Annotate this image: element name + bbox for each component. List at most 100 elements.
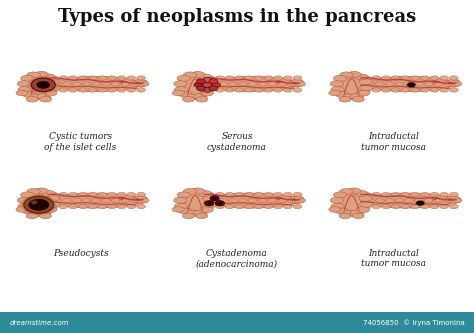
Ellipse shape — [430, 76, 439, 80]
Circle shape — [218, 202, 222, 204]
Circle shape — [203, 82, 211, 87]
Ellipse shape — [283, 76, 292, 80]
Ellipse shape — [193, 210, 207, 216]
Ellipse shape — [183, 72, 197, 78]
Ellipse shape — [108, 192, 116, 197]
Ellipse shape — [446, 79, 461, 87]
Ellipse shape — [202, 195, 216, 201]
Circle shape — [210, 196, 219, 201]
Ellipse shape — [117, 76, 126, 80]
Ellipse shape — [401, 204, 410, 209]
Circle shape — [207, 202, 211, 204]
Ellipse shape — [127, 204, 136, 209]
Ellipse shape — [339, 97, 351, 102]
Ellipse shape — [26, 97, 38, 102]
Ellipse shape — [111, 198, 120, 203]
Ellipse shape — [352, 97, 364, 102]
Ellipse shape — [196, 213, 208, 218]
Ellipse shape — [206, 204, 214, 209]
Ellipse shape — [277, 82, 286, 86]
Ellipse shape — [350, 94, 364, 100]
Circle shape — [211, 82, 220, 87]
Circle shape — [21, 194, 57, 215]
Ellipse shape — [255, 204, 263, 209]
Ellipse shape — [216, 76, 224, 80]
Ellipse shape — [88, 88, 97, 92]
Ellipse shape — [29, 94, 43, 100]
Ellipse shape — [248, 82, 257, 86]
Ellipse shape — [372, 192, 381, 197]
Ellipse shape — [18, 87, 31, 93]
Ellipse shape — [453, 198, 462, 203]
Ellipse shape — [108, 88, 116, 92]
Ellipse shape — [22, 208, 36, 214]
Ellipse shape — [255, 88, 263, 92]
Ellipse shape — [26, 213, 38, 218]
Ellipse shape — [22, 73, 55, 99]
Ellipse shape — [446, 196, 461, 203]
Ellipse shape — [59, 88, 68, 92]
Circle shape — [407, 82, 416, 88]
Ellipse shape — [356, 90, 370, 96]
Ellipse shape — [98, 88, 107, 92]
Ellipse shape — [444, 82, 452, 86]
Ellipse shape — [331, 203, 344, 209]
Ellipse shape — [183, 188, 197, 194]
Circle shape — [40, 83, 46, 87]
Ellipse shape — [385, 198, 394, 203]
Ellipse shape — [293, 76, 302, 80]
Ellipse shape — [366, 82, 374, 86]
Ellipse shape — [362, 77, 455, 92]
Ellipse shape — [235, 88, 244, 92]
Ellipse shape — [297, 82, 306, 86]
Ellipse shape — [264, 76, 273, 80]
Ellipse shape — [248, 198, 257, 203]
Ellipse shape — [179, 208, 192, 214]
Ellipse shape — [174, 197, 187, 203]
Ellipse shape — [366, 198, 374, 203]
Ellipse shape — [63, 82, 72, 86]
Ellipse shape — [411, 204, 419, 209]
Ellipse shape — [47, 201, 60, 207]
Ellipse shape — [47, 85, 60, 91]
Ellipse shape — [42, 74, 55, 80]
Ellipse shape — [73, 82, 81, 86]
Ellipse shape — [121, 198, 130, 203]
Ellipse shape — [350, 210, 364, 216]
Ellipse shape — [69, 88, 77, 92]
Ellipse shape — [39, 213, 51, 218]
Ellipse shape — [225, 192, 234, 197]
Ellipse shape — [173, 207, 184, 212]
Ellipse shape — [191, 72, 204, 77]
Ellipse shape — [333, 75, 347, 81]
Ellipse shape — [329, 90, 341, 96]
Ellipse shape — [22, 189, 55, 215]
Ellipse shape — [420, 88, 429, 92]
Ellipse shape — [179, 92, 192, 98]
Ellipse shape — [229, 198, 237, 203]
Ellipse shape — [229, 82, 237, 86]
Ellipse shape — [277, 198, 286, 203]
Text: Cystic tumors
of the islet cells: Cystic tumors of the islet cells — [45, 133, 117, 152]
Ellipse shape — [196, 97, 208, 102]
Ellipse shape — [27, 188, 40, 194]
Ellipse shape — [203, 85, 217, 91]
Circle shape — [209, 79, 218, 84]
Ellipse shape — [268, 82, 276, 86]
Ellipse shape — [297, 198, 306, 203]
Ellipse shape — [216, 192, 224, 197]
Ellipse shape — [22, 92, 36, 98]
Ellipse shape — [453, 82, 462, 86]
Ellipse shape — [49, 204, 58, 209]
Ellipse shape — [411, 192, 419, 197]
Ellipse shape — [16, 207, 28, 212]
Ellipse shape — [53, 82, 62, 86]
Ellipse shape — [255, 192, 263, 197]
Circle shape — [212, 197, 217, 199]
Ellipse shape — [177, 75, 191, 81]
Ellipse shape — [29, 210, 43, 216]
Ellipse shape — [49, 192, 58, 197]
Ellipse shape — [39, 97, 51, 102]
Ellipse shape — [440, 76, 448, 80]
Ellipse shape — [101, 198, 110, 203]
